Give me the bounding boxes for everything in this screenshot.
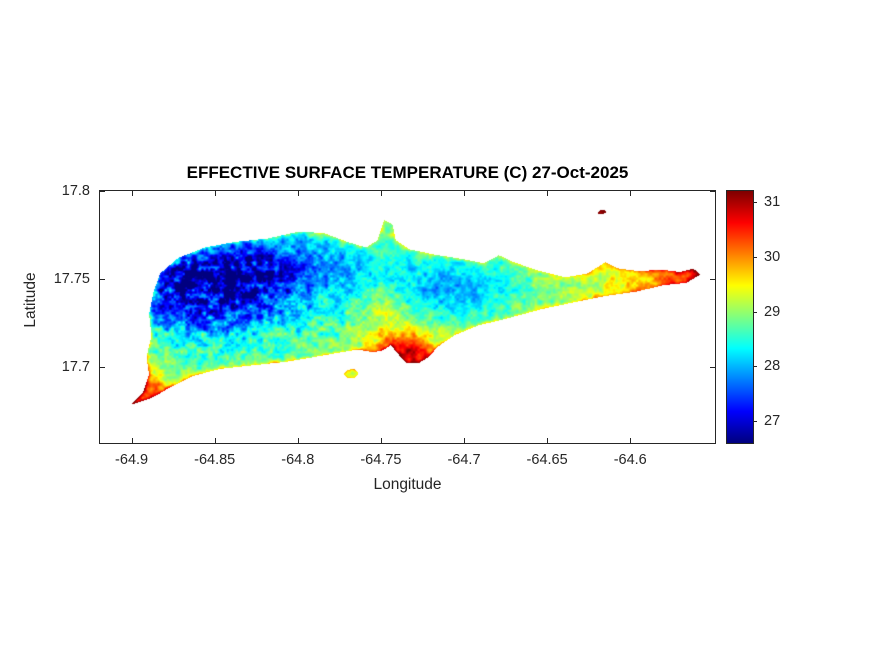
y-tick-label: 17.8: [61, 183, 90, 199]
colorbar-tick-label: 29: [764, 303, 781, 320]
x-tick-mark: [630, 438, 632, 443]
x-tick-mark-top: [297, 191, 299, 196]
y-tick-mark: [100, 367, 105, 369]
y-tick-mark-right: [710, 367, 715, 369]
y-tick-label: 17.7: [61, 359, 90, 376]
y-tick-mark: [100, 279, 105, 281]
chart-title: EFFECTIVE SURFACE TEMPERATURE (C) 27-Oct…: [186, 163, 629, 182]
y-tick-mark: [100, 191, 105, 192]
colorbar-tick-label: 30: [764, 248, 781, 265]
colorbar-tick-mark: [753, 311, 757, 313]
x-tick-mark: [297, 438, 299, 443]
x-tick-mark: [380, 438, 382, 443]
x-axis-label: Longitude: [373, 476, 442, 493]
x-tick-label: -64.8: [281, 452, 315, 468]
colorbar-tick-mark: [753, 421, 757, 423]
x-tick-mark-top: [464, 191, 465, 196]
y-tick-mark-right: [710, 279, 715, 281]
x-tick-label: -64.65: [526, 452, 568, 468]
x-tick-mark: [464, 438, 465, 443]
x-tick-mark-top: [630, 191, 632, 196]
x-tick-label: -64.9: [115, 452, 149, 468]
x-tick-mark: [214, 438, 216, 443]
x-tick-mark-top: [380, 191, 382, 196]
x-tick-mark: [131, 438, 133, 443]
plot-area: [99, 190, 716, 444]
y-tick-mark-right: [710, 191, 715, 192]
y-tick-label: 17.75: [53, 271, 90, 288]
x-tick-label: -64.7: [447, 452, 481, 468]
x-tick-mark-top: [547, 191, 549, 196]
colorbar-tick-label: 28: [764, 358, 781, 375]
x-tick-mark-top: [131, 191, 133, 196]
colorbar-canvas: [727, 191, 753, 443]
x-tick-label: -64.75: [360, 452, 402, 468]
colorbar-tick-mark: [753, 201, 757, 203]
x-tick-label: -64.6: [613, 452, 647, 468]
colorbar-tick-label: 27: [764, 413, 781, 430]
x-tick-mark-top: [214, 191, 216, 196]
colorbar-tick-mark: [753, 366, 757, 368]
colorbar-tick-label: 31: [764, 193, 781, 210]
colorbar: [726, 190, 754, 444]
x-tick-mark: [547, 438, 549, 443]
heatmap-canvas: [100, 191, 715, 443]
colorbar-tick-mark: [753, 256, 757, 258]
x-tick-label: -64.85: [194, 452, 236, 468]
y-axis-label: Latitude: [22, 272, 39, 328]
